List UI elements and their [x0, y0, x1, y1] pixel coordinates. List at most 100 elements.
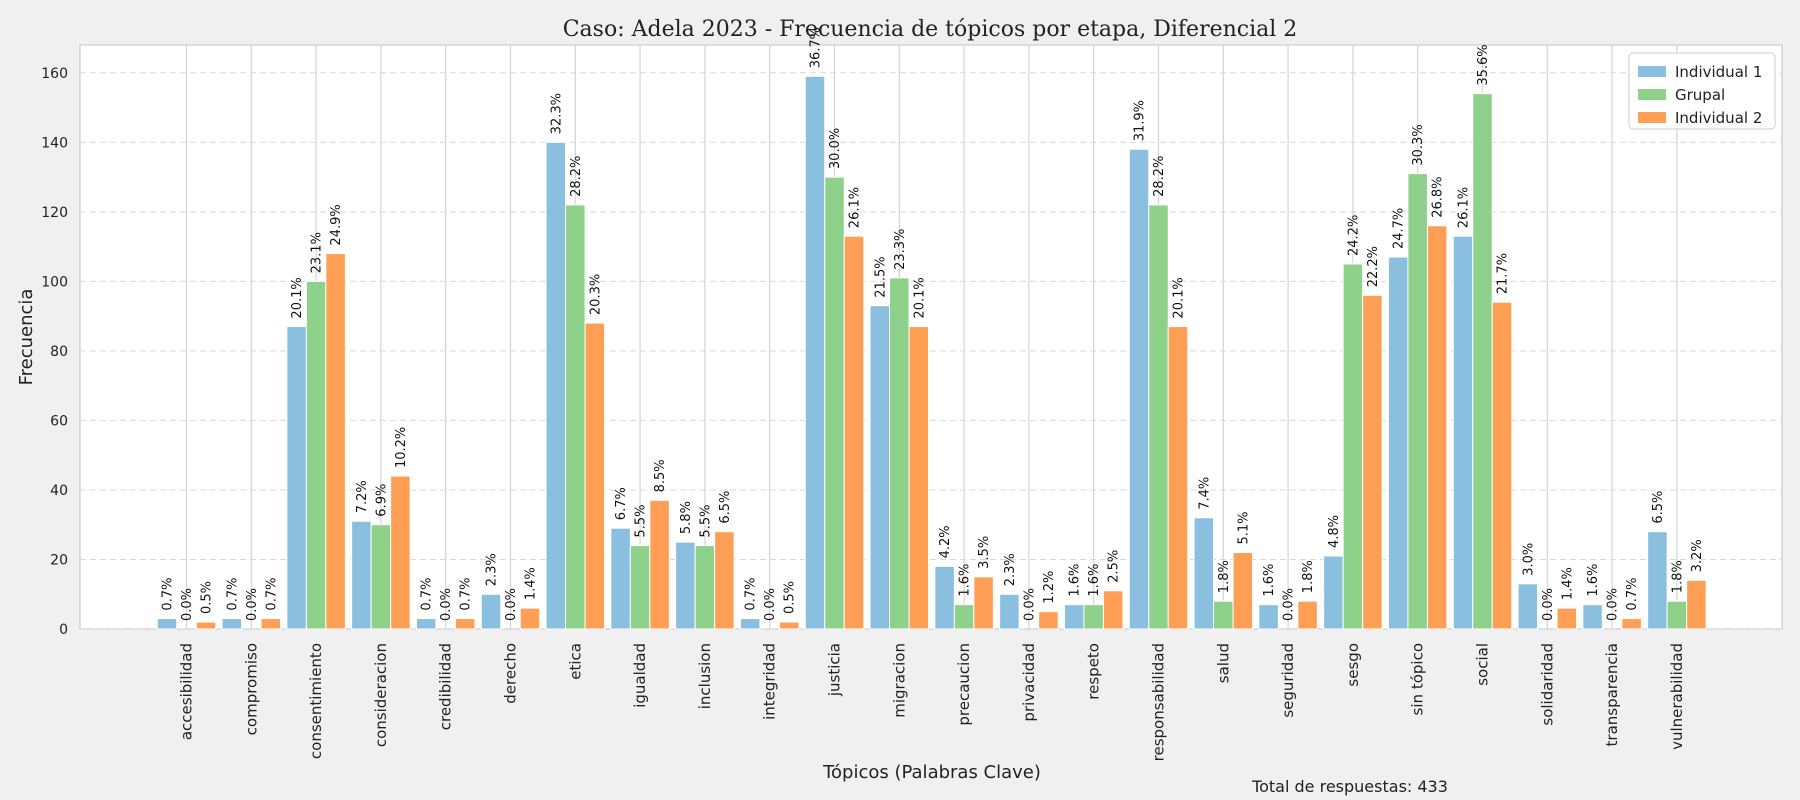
percent-label: 3.2% — [1690, 539, 1705, 572]
percent-label: 0.0% — [1022, 588, 1037, 621]
percent-label: 0.7% — [420, 578, 435, 611]
bar — [973, 576, 994, 630]
percent-label: 6.5% — [1651, 491, 1666, 524]
legend: Individual 1 Grupal Individual 2 — [1628, 52, 1776, 130]
percent-label: 21.7% — [1496, 253, 1511, 294]
percent-label: 1.8% — [1217, 560, 1232, 593]
percent-label: 0.0% — [504, 588, 519, 621]
bar — [999, 593, 1020, 630]
bar — [629, 545, 651, 630]
percent-label: 6.7% — [614, 487, 629, 520]
percent-label: 5.1% — [1236, 511, 1251, 544]
x-tick-label: integridad — [761, 643, 779, 720]
bar — [1193, 517, 1215, 630]
percent-label: 1.4% — [1560, 567, 1575, 600]
percent-label: 28.2% — [1152, 156, 1167, 197]
percent-label: 7.4% — [1197, 477, 1212, 510]
percent-label: 1.2% — [1042, 571, 1057, 604]
bar — [1342, 263, 1364, 630]
x-tick-label: derecho — [502, 643, 520, 704]
y-tick-label: 160 — [41, 66, 68, 82]
percent-label: 5.5% — [634, 505, 649, 538]
percent-label: 2.5% — [1107, 550, 1122, 583]
bar — [739, 618, 761, 630]
percent-label: 24.9% — [329, 204, 344, 245]
bar — [221, 618, 243, 630]
y-tick-label: 120 — [41, 205, 68, 221]
percent-label: 1.6% — [1087, 564, 1102, 597]
bar — [1128, 148, 1150, 630]
percent-label: 23.3% — [893, 229, 908, 270]
bar — [286, 326, 307, 630]
x-tick-label: consentimiento — [307, 643, 325, 759]
bar — [454, 618, 476, 630]
percent-label: 23.1% — [310, 232, 325, 273]
x-tick-label: salud — [1214, 643, 1232, 683]
bar — [694, 545, 716, 630]
x-tick-label: igualdad — [631, 643, 649, 708]
percent-label: 32.3% — [549, 93, 564, 134]
percent-label: 1.6% — [1262, 564, 1277, 597]
percent-label: 8.5% — [653, 459, 668, 492]
bar — [1582, 604, 1603, 630]
x-axis-ticks: accesibilidad compromiso consentimiento con… — [178, 643, 1686, 761]
bar — [1426, 225, 1448, 630]
y-tick-label: 0 — [59, 622, 68, 638]
x-tick-label: consideracion — [372, 643, 390, 747]
percent-label: 0.0% — [439, 588, 454, 621]
percent-label: 30.3% — [1411, 124, 1426, 165]
x-tick-label: migracion — [890, 643, 908, 718]
bar — [934, 565, 955, 630]
bar — [305, 280, 327, 630]
percent-label: 28.2% — [569, 156, 584, 197]
bar — [1517, 583, 1539, 630]
bar — [1491, 301, 1513, 630]
bar — [1621, 618, 1642, 630]
bar — [370, 524, 392, 630]
x-tick-label: inclusion — [696, 643, 714, 709]
bar — [1407, 173, 1428, 630]
percent-label: 24.7% — [1392, 208, 1407, 249]
x-tick-label: credibilidad — [437, 643, 455, 730]
percent-label: 1.6% — [1068, 564, 1083, 597]
percent-labels: 0.7% 0.7% 20.1% 7.2% 0.7% 2.3% 32.3% 6.7% 5.8% 0.… — [161, 27, 1705, 621]
bar — [351, 520, 372, 630]
x-tick-label: social — [1474, 643, 1492, 686]
bar — [1647, 531, 1668, 630]
bar — [1038, 611, 1059, 630]
bar — [156, 618, 178, 630]
bars-layer — [156, 75, 1707, 630]
bar — [843, 235, 865, 630]
x-tick-label: compromiso — [242, 643, 260, 735]
y-axis-ticks: 0 20 40 60 80 100 120 140 160 — [41, 66, 68, 638]
percent-label: 0.7% — [744, 578, 759, 611]
bar — [610, 527, 631, 630]
percent-label: 0.5% — [200, 581, 215, 614]
percent-label: 2.3% — [485, 553, 500, 586]
percent-label: 0.0% — [1541, 588, 1556, 621]
bar — [1686, 579, 1707, 630]
percent-label: 3.0% — [1521, 543, 1536, 576]
x-tick-label: sesgo — [1344, 643, 1362, 687]
percent-label: 26.8% — [1431, 176, 1446, 217]
x-tick-label: seguridad — [1279, 643, 1297, 718]
x-tick-label: responsabilidad — [1150, 643, 1168, 761]
bar — [804, 75, 826, 630]
y-tick-label: 20 — [50, 552, 68, 568]
bar — [415, 618, 437, 630]
x-tick-label: vulnerabilidad — [1668, 643, 1686, 750]
percent-label: 20.1% — [912, 277, 927, 318]
x-tick-label: transparencia — [1603, 643, 1621, 746]
x-tick-label: sin tópico — [1409, 643, 1427, 715]
percent-label: 1.6% — [958, 564, 973, 597]
x-tick-label: accesibilidad — [178, 643, 196, 740]
bar — [390, 475, 411, 630]
percent-label: 1.8% — [1670, 560, 1685, 593]
percent-label: 0.5% — [783, 581, 798, 614]
percent-label: 6.5% — [718, 491, 733, 524]
legend-label: Individual 1 — [1675, 63, 1762, 81]
percent-label: 4.8% — [1327, 515, 1342, 548]
percent-label: 0.7% — [161, 578, 176, 611]
percent-label: 36.7% — [809, 27, 824, 68]
